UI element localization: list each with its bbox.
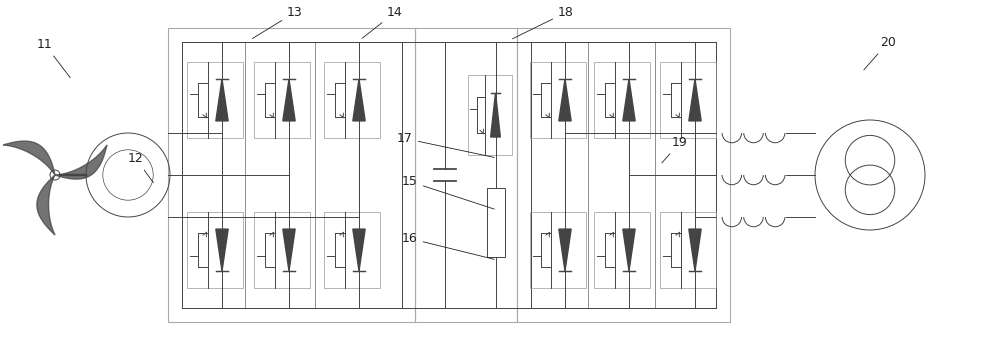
Text: 13: 13 — [252, 6, 303, 38]
Bar — [324, 62, 380, 138]
Bar — [254, 212, 310, 288]
Text: 19: 19 — [662, 136, 688, 163]
Polygon shape — [689, 229, 701, 271]
Polygon shape — [216, 229, 228, 271]
Bar — [415, 28, 517, 322]
Bar — [187, 212, 243, 288]
Bar — [486, 188, 505, 257]
Bar — [530, 212, 586, 288]
Bar — [517, 28, 730, 322]
Polygon shape — [623, 79, 635, 121]
Bar — [530, 62, 586, 138]
Text: 14: 14 — [362, 6, 403, 38]
Bar — [660, 212, 716, 288]
Polygon shape — [3, 141, 55, 175]
Polygon shape — [559, 79, 571, 121]
Polygon shape — [216, 79, 228, 121]
Polygon shape — [283, 79, 295, 121]
Bar — [594, 212, 650, 288]
Bar — [324, 212, 380, 288]
Bar — [187, 62, 243, 138]
Text: 18: 18 — [512, 6, 574, 39]
Polygon shape — [623, 229, 635, 271]
Bar — [531, 42, 716, 308]
Bar — [660, 62, 716, 138]
Text: 11: 11 — [37, 38, 70, 78]
Polygon shape — [353, 79, 365, 121]
Polygon shape — [559, 229, 571, 271]
Polygon shape — [689, 79, 701, 121]
Bar — [468, 75, 512, 155]
Text: 20: 20 — [864, 36, 896, 70]
Text: 15: 15 — [402, 175, 494, 209]
Bar — [168, 28, 415, 322]
Polygon shape — [283, 229, 295, 271]
Bar — [254, 62, 310, 138]
Circle shape — [50, 170, 60, 180]
Polygon shape — [353, 229, 365, 271]
Text: 16: 16 — [402, 232, 494, 259]
Polygon shape — [37, 175, 55, 235]
Bar — [182, 42, 402, 308]
Polygon shape — [491, 93, 500, 137]
Bar — [594, 62, 650, 138]
Text: 12: 12 — [128, 152, 153, 183]
Text: 17: 17 — [397, 132, 494, 158]
Polygon shape — [55, 145, 107, 179]
